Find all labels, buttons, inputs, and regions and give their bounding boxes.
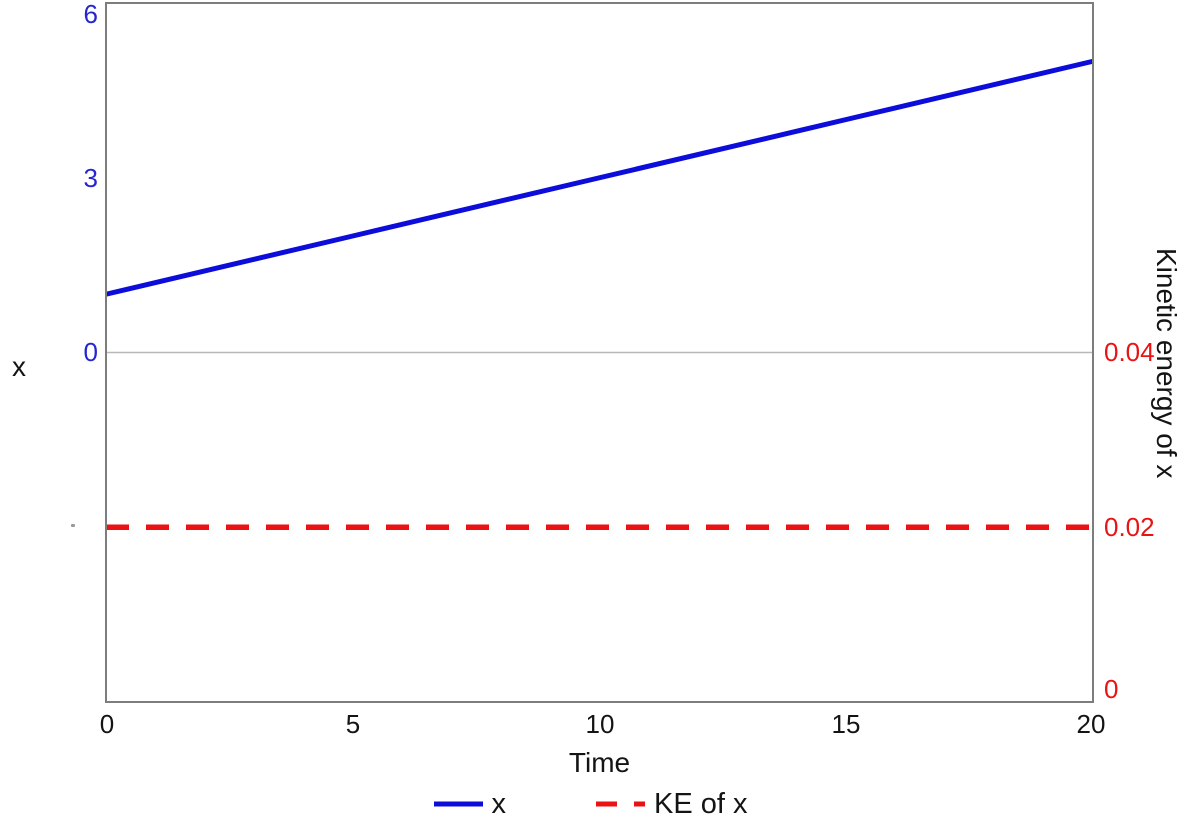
stray-tick-dot: [71, 524, 75, 527]
legend-swatch-solid-icon: [433, 801, 483, 807]
legend-label: x: [491, 788, 507, 820]
left-axis-tick: 3: [83, 163, 98, 193]
x-axis-tick: 20: [1076, 709, 1106, 739]
legend-label: KE of x: [654, 788, 748, 820]
x-axis-tick: 0: [99, 709, 115, 739]
left-axis-tick: 0: [83, 337, 98, 367]
right-axis-tick: 0: [1104, 674, 1119, 704]
right-axis-title: Kinetic energy of x: [1151, 248, 1182, 479]
legend-item-ke[interactable]: KE of x: [596, 788, 748, 820]
legend-swatch-dashed-icon: [596, 801, 645, 807]
legend-item-x[interactable]: x: [433, 788, 507, 820]
x-axis-title: Time: [568, 747, 631, 778]
right-axis-tick: 0.04: [1104, 337, 1155, 367]
legend: x KE of x: [97, 788, 1084, 820]
x-axis-tick: 15: [831, 709, 861, 739]
left-axis-tick: 6: [83, 0, 98, 29]
left-axis-title: x: [12, 351, 26, 382]
x-axis-tick: 10: [585, 709, 615, 739]
plot-border: [105, 2, 1094, 703]
right-axis-tick: 0.02: [1104, 512, 1155, 542]
series-x-line: [105, 58, 1094, 297]
x-axis-tick: 5: [345, 709, 361, 739]
